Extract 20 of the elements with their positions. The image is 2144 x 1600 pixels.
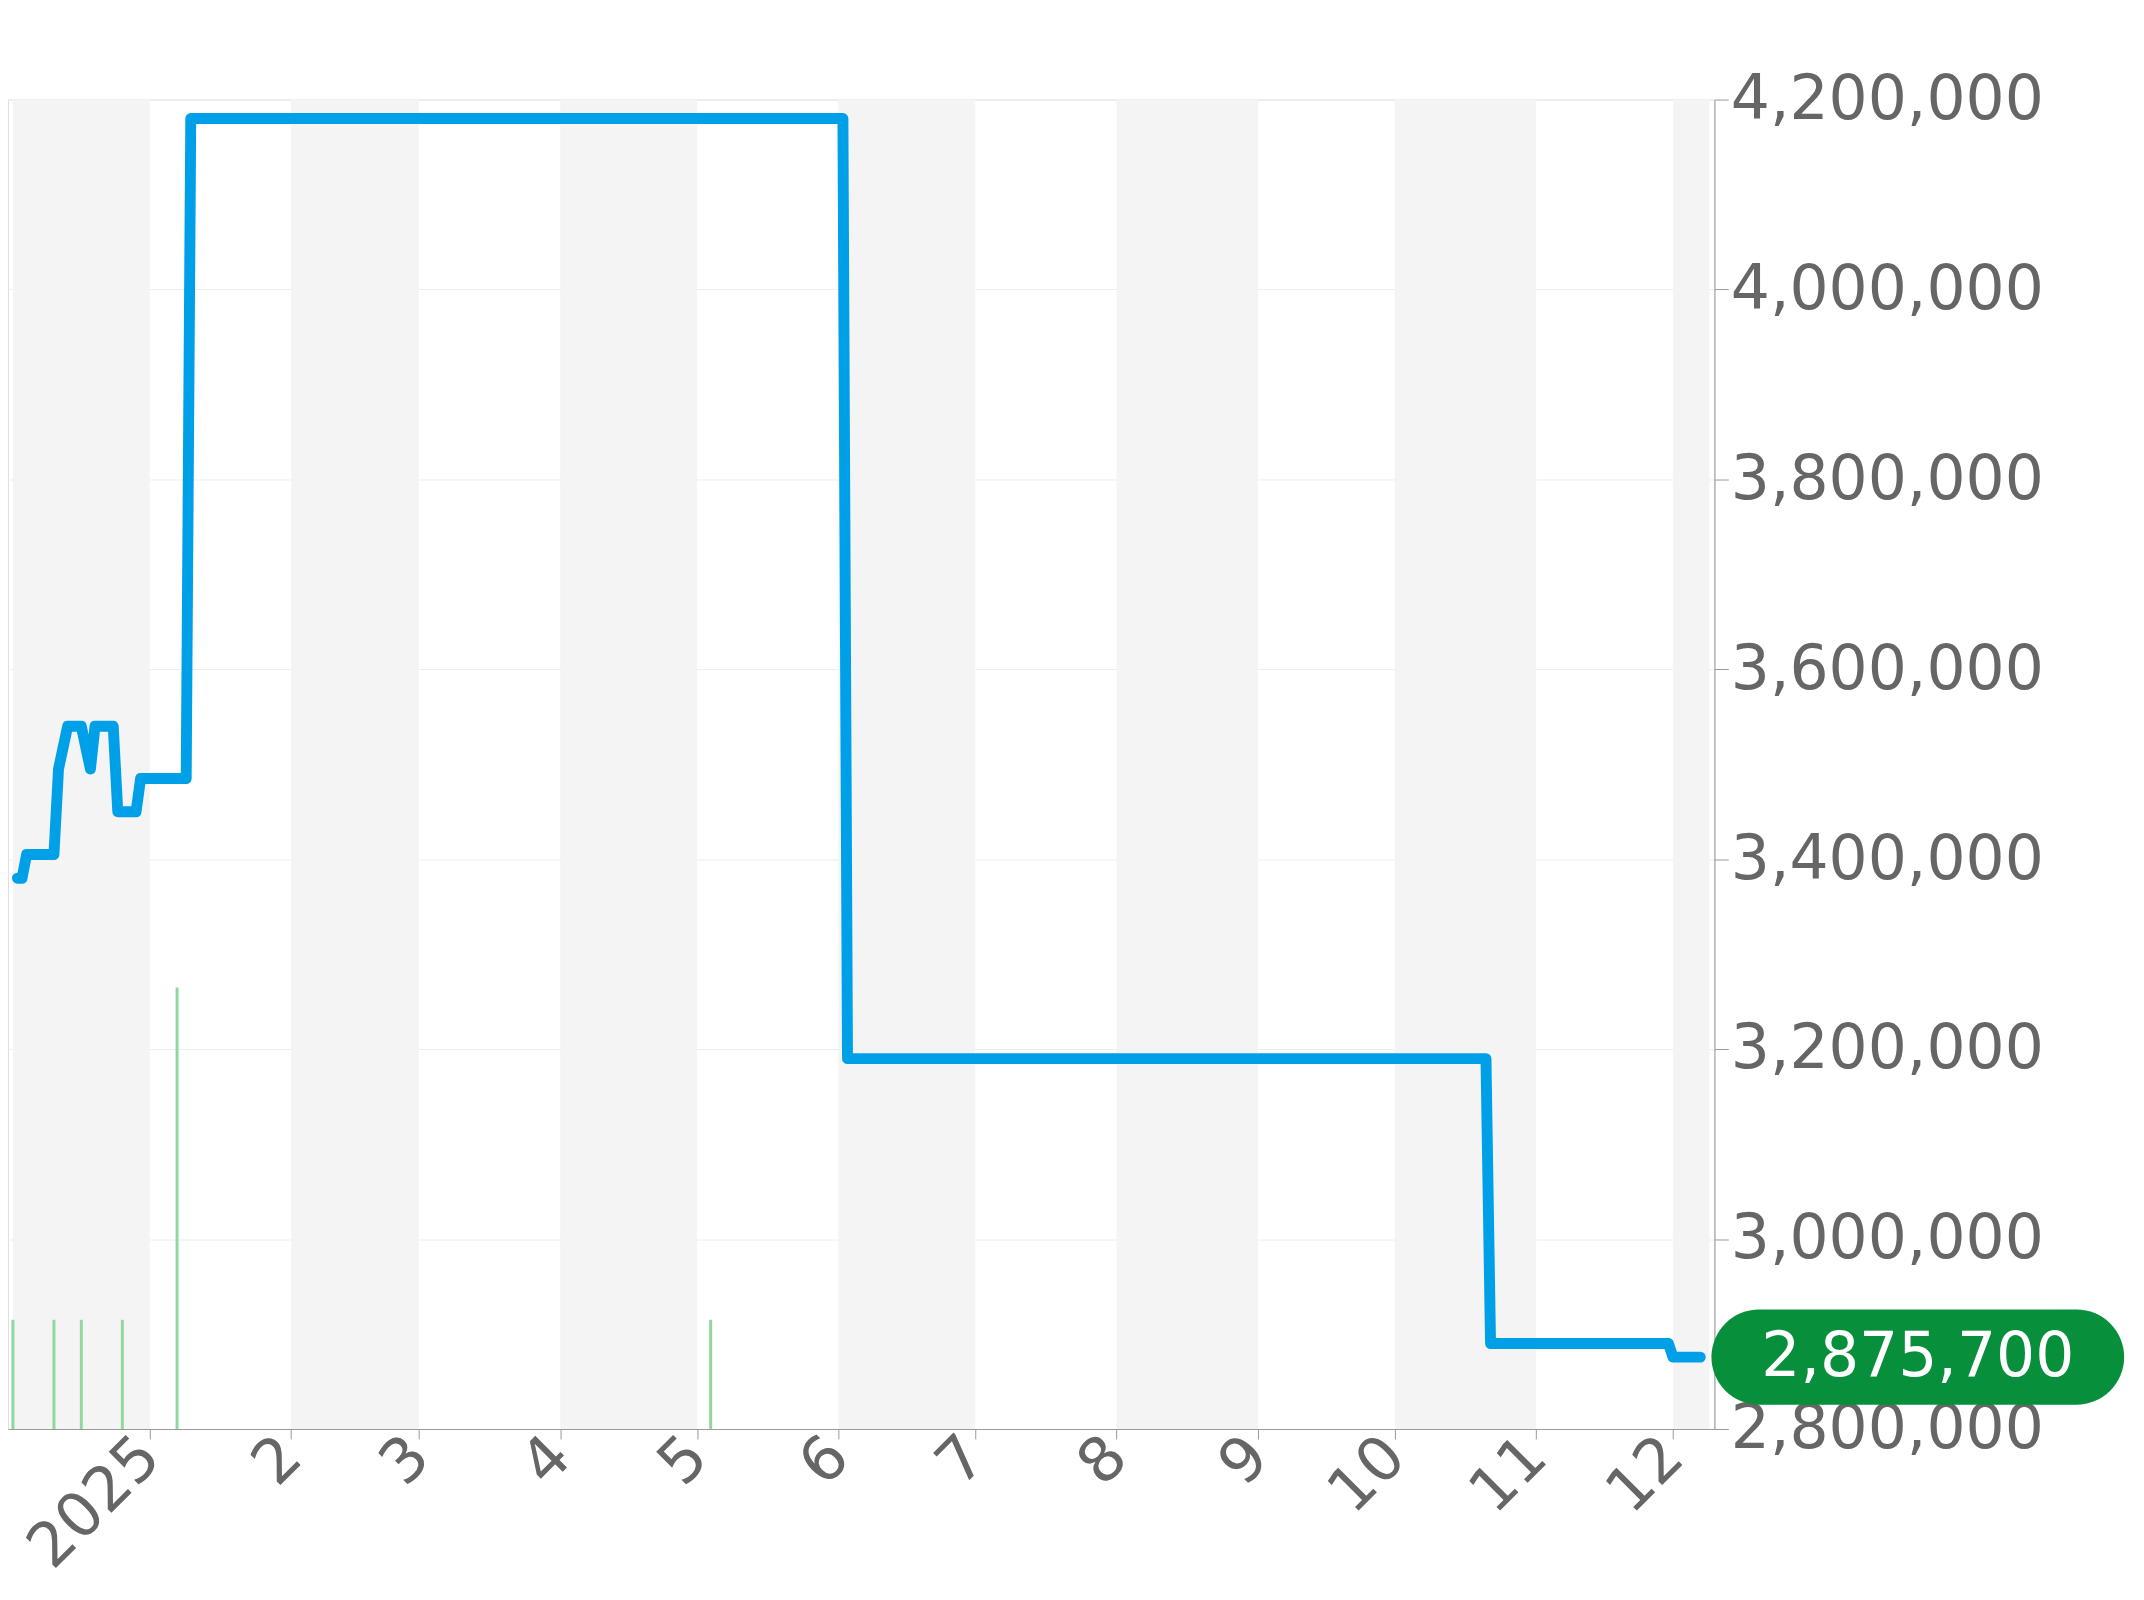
x-tick-label: 4: [506, 1420, 585, 1499]
x-tick-label: 5: [642, 1420, 722, 1499]
x-tick-label: 7: [921, 1420, 1000, 1499]
x-tick-label: 2: [236, 1420, 316, 1499]
y-tick-label: 3,800,000: [1730, 441, 2044, 514]
annotation: 2,875,700: [1761, 1318, 2075, 1391]
x-tick-label: 12: [1591, 1420, 1698, 1527]
y-tick-label: 3,400,000: [1730, 821, 2044, 894]
y-tick-label: 2,800,000: [1730, 1391, 2044, 1464]
x-tick-label: 8: [1062, 1420, 1141, 1499]
x-tick-label: 11: [1454, 1420, 1561, 1527]
y-tick-label: 4,000,000: [1730, 251, 2044, 324]
x-tick-label: 3: [364, 1420, 444, 1499]
x-tick-label: 9: [1203, 1420, 1283, 1499]
y-tick-label: 3,200,000: [1730, 1011, 2044, 1084]
x-tick-label: 10: [1312, 1420, 1420, 1527]
y-tick-label: 3,600,000: [1730, 631, 2044, 704]
y-tick-label: 3,000,000: [1730, 1201, 2044, 1274]
y-tick-label: 4,200,000: [1730, 61, 2044, 134]
x-tick-label: 6: [784, 1420, 863, 1499]
